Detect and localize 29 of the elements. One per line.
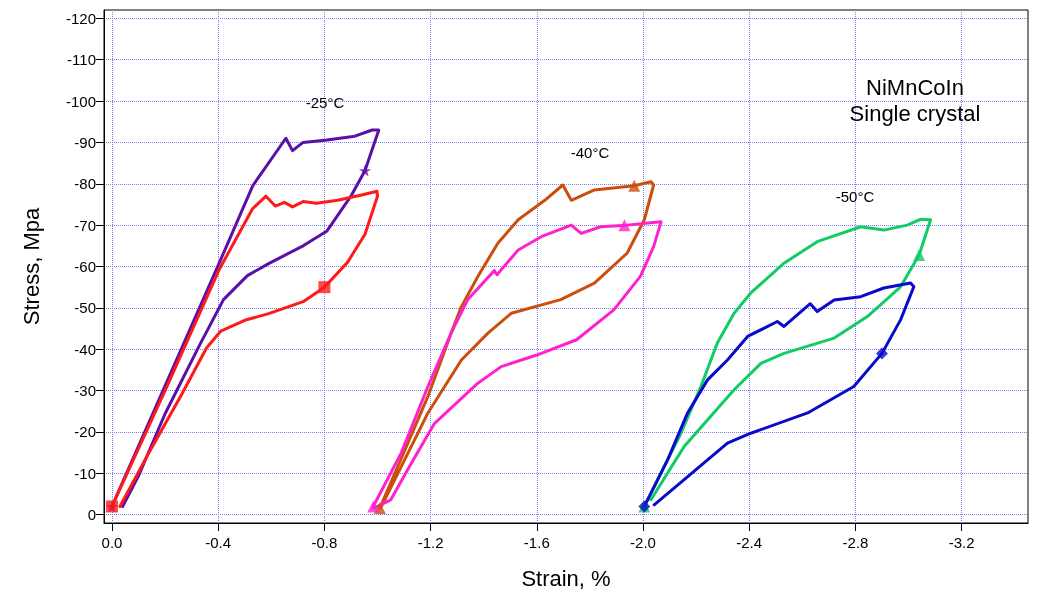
y-tick-label: -10 xyxy=(74,464,96,482)
annotation: -50°C xyxy=(835,187,875,205)
annotation: Single crystal xyxy=(849,100,981,126)
y-tick-label: -30 xyxy=(74,382,96,400)
x-tick-label: 0.0 xyxy=(101,534,123,551)
annotation: NiMnCoIn xyxy=(866,74,964,100)
y-tick-label: -50 xyxy=(74,299,96,317)
x-tick-label: -3.2 xyxy=(948,534,975,551)
x-tick-label: -2.0 xyxy=(630,534,656,551)
x-tick-label: -2.4 xyxy=(736,534,763,551)
y-axis-title: Stress, Mpa xyxy=(18,207,44,326)
y-tick-label: -70 xyxy=(74,216,96,234)
y-tick-label: -90 xyxy=(74,133,96,151)
y-tick-label: -120 xyxy=(65,9,96,27)
annotation: -40°C xyxy=(570,143,610,161)
x-tick-label: -2.8 xyxy=(842,534,869,551)
x-tick-label: -1.2 xyxy=(417,534,444,551)
annotation: -25°C xyxy=(305,93,345,111)
x-tick-label: -0.4 xyxy=(205,534,232,551)
x-axis-title: Strain, % xyxy=(521,565,611,591)
y-tick-label: -40 xyxy=(74,340,96,358)
y-tick-label: -100 xyxy=(65,92,96,110)
x-tick-label: -0.8 xyxy=(311,534,338,551)
x-tick-label: -1.6 xyxy=(523,534,550,551)
y-tick-label: -110 xyxy=(67,51,96,69)
y-tick-label: -60 xyxy=(74,258,96,275)
y-tick-label: -80 xyxy=(74,175,96,193)
y-tick-label: 0 xyxy=(87,506,96,524)
y-tick-label: -20 xyxy=(74,423,96,441)
